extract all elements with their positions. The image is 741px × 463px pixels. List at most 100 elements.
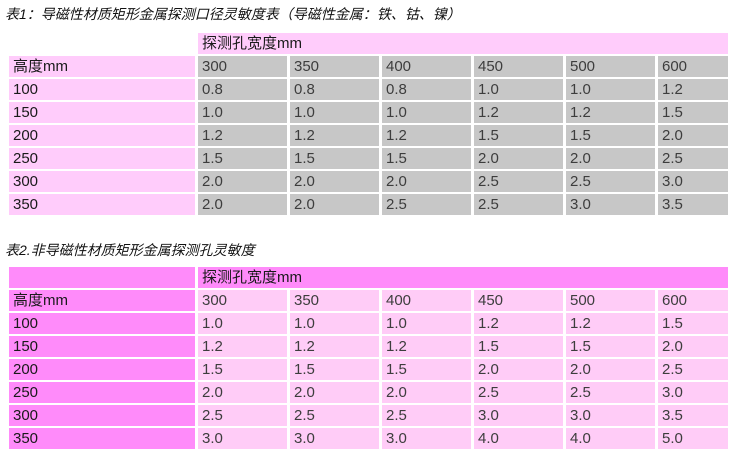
data-cell: 2.0 [658, 336, 729, 357]
data-cell: 1.5 [198, 359, 287, 380]
data-cell: 3.0 [382, 428, 471, 449]
corner-cell [9, 33, 195, 54]
row-header-cell: 250 [9, 148, 195, 169]
data-cell: 2.5 [382, 194, 471, 215]
data-cell: 2.5 [566, 382, 655, 403]
data-cell: 2.0 [198, 194, 287, 215]
column-header: 350 [290, 290, 379, 311]
column-header: 300 [198, 290, 287, 311]
data-cell: 3.0 [198, 428, 287, 449]
data-cell: 1.0 [382, 313, 471, 334]
data-cell: 2.5 [198, 405, 287, 426]
row-header-cell: 300 [9, 405, 195, 426]
table-row: 250 1.5 1.5 1.5 2.0 2.0 2.5 [9, 148, 729, 169]
data-cell: 2.5 [658, 148, 729, 169]
table1-title: 表1：导磁性材质矩形金属探测口径灵敏度表（导磁性金属：铁、钴、镍） [5, 6, 461, 22]
data-cell: 3.0 [290, 428, 379, 449]
table-magnetic-metal-sensitivity: 探测孔宽度mm 高度mm 300 350 400 450 500 600 100… [6, 31, 731, 217]
column-header: 450 [474, 56, 563, 77]
data-cell: 1.0 [382, 102, 471, 123]
table-row: 高度mm 300 350 400 450 500 600 [9, 290, 729, 311]
data-cell: 2.0 [198, 171, 287, 192]
row-header-cell: 100 [9, 313, 195, 334]
data-cell: 3.0 [658, 382, 729, 403]
table-row: 高度mm 300 350 400 450 500 600 [9, 56, 729, 77]
document-area: 表1：导磁性材质矩形金属探测口径灵敏度表（导磁性金属：铁、钴、镍） 探测孔宽度m… [5, 6, 731, 451]
data-cell: 2.0 [382, 382, 471, 403]
data-cell: 1.5 [658, 313, 729, 334]
table-row: 100 0.8 0.8 0.8 1.0 1.0 1.2 [9, 79, 729, 100]
table-row: 150 1.2 1.2 1.2 1.5 1.5 2.0 [9, 336, 729, 357]
column-group-header: 探测孔宽度mm [198, 33, 729, 54]
data-cell: 2.0 [566, 359, 655, 380]
data-cell: 0.8 [290, 79, 379, 100]
data-cell: 1.5 [198, 148, 287, 169]
data-cell: 2.0 [474, 148, 563, 169]
data-cell: 1.5 [566, 336, 655, 357]
corner-cell [9, 267, 195, 288]
data-cell: 1.5 [474, 125, 563, 146]
data-cell: 1.2 [474, 102, 563, 123]
data-cell: 1.5 [290, 359, 379, 380]
column-header: 500 [566, 290, 655, 311]
data-cell: 1.0 [290, 313, 379, 334]
data-cell: 1.0 [198, 313, 287, 334]
data-cell: 2.5 [290, 405, 379, 426]
data-cell: 2.5 [474, 171, 563, 192]
column-header: 450 [474, 290, 563, 311]
row-header-cell: 100 [9, 79, 195, 100]
column-group-header: 探测孔宽度mm [198, 267, 729, 288]
row-header-cell: 250 [9, 382, 195, 403]
data-cell: 1.2 [382, 125, 471, 146]
table-row: 100 1.0 1.0 1.0 1.2 1.2 1.5 [9, 313, 729, 334]
data-cell: 3.0 [566, 194, 655, 215]
data-cell: 1.2 [658, 79, 729, 100]
data-cell: 2.0 [566, 148, 655, 169]
data-cell: 2.0 [290, 171, 379, 192]
column-header: 600 [658, 290, 729, 311]
row-header-cell: 200 [9, 125, 195, 146]
data-cell: 1.2 [566, 313, 655, 334]
data-cell: 1.0 [198, 102, 287, 123]
data-cell: 1.0 [566, 79, 655, 100]
data-cell: 1.2 [382, 336, 471, 357]
data-cell: 3.5 [658, 194, 729, 215]
table-row: 250 2.0 2.0 2.0 2.5 2.5 3.0 [9, 382, 729, 403]
row-header-label: 高度mm [9, 290, 195, 311]
table-row: 探测孔宽度mm [9, 33, 729, 54]
data-cell: 1.5 [382, 148, 471, 169]
data-cell: 2.5 [566, 171, 655, 192]
data-cell: 1.5 [474, 336, 563, 357]
row-header-label: 高度mm [9, 56, 195, 77]
column-header: 600 [658, 56, 729, 77]
row-header-cell: 350 [9, 428, 195, 449]
data-cell: 2.0 [290, 382, 379, 403]
table-row: 探测孔宽度mm [9, 267, 729, 288]
column-header: 400 [382, 290, 471, 311]
data-cell: 1.2 [290, 336, 379, 357]
data-cell: 2.0 [382, 171, 471, 192]
table-nonmagnetic-metal-sensitivity: 探测孔宽度mm 高度mm 300 350 400 450 500 600 100… [6, 265, 731, 451]
data-cell: 3.0 [474, 405, 563, 426]
data-cell: 2.0 [290, 194, 379, 215]
column-header: 300 [198, 56, 287, 77]
row-header-cell: 350 [9, 194, 195, 215]
data-cell: 3.0 [566, 405, 655, 426]
data-cell: 1.5 [382, 359, 471, 380]
data-cell: 1.5 [290, 148, 379, 169]
data-cell: 1.0 [290, 102, 379, 123]
data-cell: 4.0 [474, 428, 563, 449]
table-row: 350 3.0 3.0 3.0 4.0 4.0 5.0 [9, 428, 729, 449]
data-cell: 2.0 [198, 382, 287, 403]
data-cell: 1.2 [566, 102, 655, 123]
data-cell: 2.5 [474, 194, 563, 215]
data-cell: 2.5 [382, 405, 471, 426]
row-header-cell: 300 [9, 171, 195, 192]
table-row: 200 1.2 1.2 1.2 1.5 1.5 2.0 [9, 125, 729, 146]
column-header: 400 [382, 56, 471, 77]
data-cell: 4.0 [566, 428, 655, 449]
table-row: 300 2.0 2.0 2.0 2.5 2.5 3.0 [9, 171, 729, 192]
data-cell: 3.0 [658, 171, 729, 192]
data-cell: 0.8 [382, 79, 471, 100]
data-cell: 2.0 [474, 359, 563, 380]
